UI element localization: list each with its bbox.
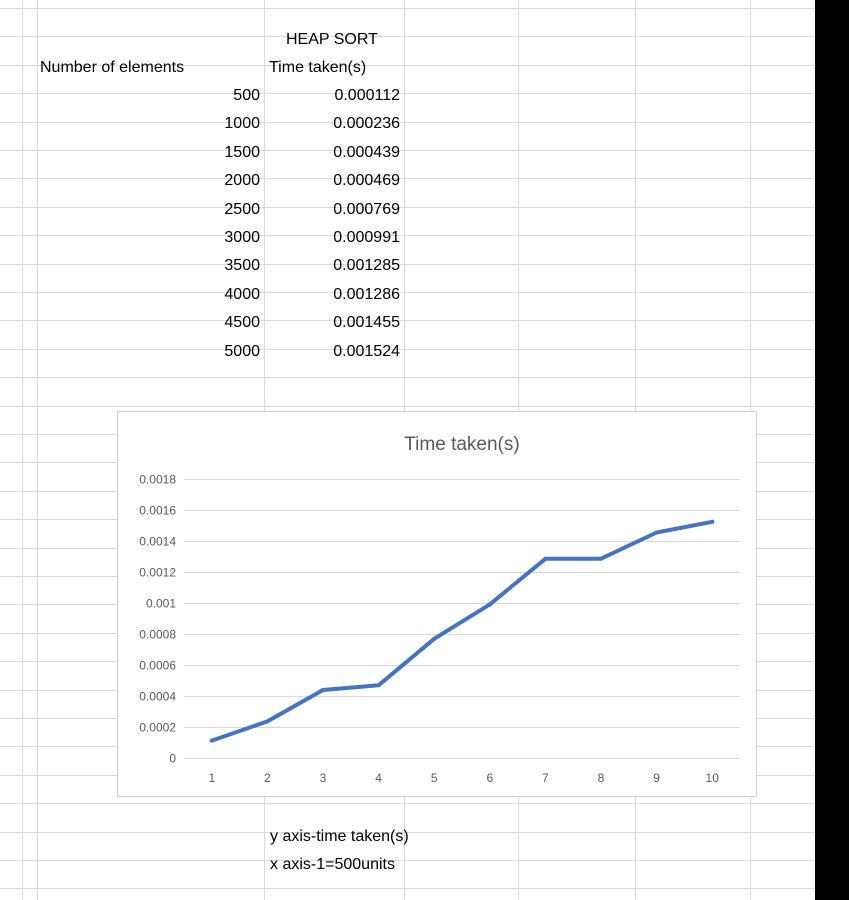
data-point[interactable] xyxy=(265,719,270,724)
data-point[interactable] xyxy=(209,738,214,743)
y-tick-label: 0.0016 xyxy=(139,504,176,518)
y-tick-label: 0.0002 xyxy=(139,721,176,735)
cell-number-of-elements[interactable]: 3000 xyxy=(224,229,260,246)
note-x-axis[interactable]: x axis-1=500units xyxy=(270,856,395,873)
cell-number-of-elements[interactable]: 1000 xyxy=(224,115,260,133)
header-number-of-elements[interactable]: Number of elements xyxy=(40,59,185,76)
cell-time-taken[interactable]: 0.000439 xyxy=(333,143,400,161)
data-point[interactable] xyxy=(599,556,603,561)
cell-time-taken[interactable]: 0.000112 xyxy=(334,87,400,104)
cell-number-of-elements[interactable]: 500 xyxy=(233,87,260,104)
cell-number-of-elements[interactable]: 4000 xyxy=(224,285,260,303)
x-tick-label: 7 xyxy=(542,771,549,785)
y-tick-label: 0.0008 xyxy=(139,628,176,642)
x-tick-label: 5 xyxy=(431,771,438,785)
data-point[interactable] xyxy=(376,683,381,688)
header-time-taken[interactable]: Time taken(s) xyxy=(269,59,367,76)
y-tick-label: 0.001 xyxy=(146,597,176,611)
x-tick-label: 10 xyxy=(706,771,720,785)
cell-time-taken[interactable]: 0.000769 xyxy=(333,200,400,218)
cell-time-taken[interactable]: 0.000236 xyxy=(333,115,400,133)
chart-title: Time taken(s) xyxy=(404,434,519,455)
data-point[interactable] xyxy=(487,602,492,607)
y-tick-label: 0.0018 xyxy=(139,473,176,487)
note-y-axis[interactable]: y axis-time taken(s) xyxy=(270,828,409,845)
x-tick-label: 9 xyxy=(653,771,660,785)
data-point[interactable] xyxy=(432,636,437,641)
data-point[interactable] xyxy=(710,519,715,524)
y-tick-label: 0.0004 xyxy=(139,690,176,704)
x-tick-label: 4 xyxy=(375,771,382,785)
y-tick-label: 0 xyxy=(169,752,176,766)
y-tick-label: 0.0012 xyxy=(139,566,176,580)
cell-time-taken[interactable]: 0.001285 xyxy=(333,257,400,275)
data-point[interactable] xyxy=(654,530,659,535)
cell-number-of-elements[interactable]: 2500 xyxy=(224,200,260,218)
x-tick-label: 3 xyxy=(320,771,327,785)
line-chart[interactable]: Time taken(s) 0 0.0002 0.0004 0.0006 0.0008 0.… xyxy=(117,411,757,797)
chart-plot: Time taken(s) 0 0.0002 0.0004 0.0006 0.0008 0.… xyxy=(139,434,740,785)
cell-number-of-elements[interactable]: 2000 xyxy=(224,172,260,190)
cell-number-of-elements[interactable]: 4500 xyxy=(224,314,260,332)
cell-time-taken[interactable]: 0.001524 xyxy=(333,342,400,360)
y-tick-label: 0.0006 xyxy=(139,659,176,673)
y-tick-label: 0.0014 xyxy=(139,535,176,549)
table-title[interactable]: HEAP SORT xyxy=(286,31,378,48)
x-tick-label: 8 xyxy=(598,771,605,785)
cell-time-taken[interactable]: 0.000991 xyxy=(333,229,400,246)
cell-number-of-elements[interactable]: 1500 xyxy=(224,143,260,161)
cell-time-taken[interactable]: 0.001286 xyxy=(333,285,400,303)
cell-time-taken[interactable]: 0.001455 xyxy=(333,314,400,332)
cell-time-taken[interactable]: 0.000469 xyxy=(333,172,400,190)
cell-number-of-elements[interactable]: 5000 xyxy=(224,342,260,360)
x-tick-label: 1 xyxy=(208,771,215,785)
data-point[interactable] xyxy=(543,556,548,561)
window-edge xyxy=(815,0,849,900)
x-tick-label: 6 xyxy=(486,771,493,785)
x-tick-label: 2 xyxy=(264,771,271,785)
cell-number-of-elements[interactable]: 3500 xyxy=(224,257,260,275)
series-line[interactable] xyxy=(209,519,715,743)
data-point[interactable] xyxy=(321,688,325,692)
